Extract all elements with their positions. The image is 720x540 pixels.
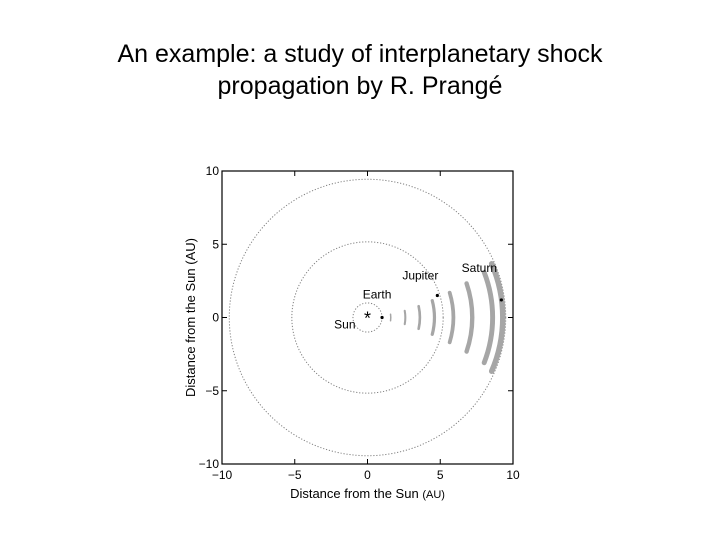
orbit-circle-2 xyxy=(291,241,444,394)
jupiter-label: Jupiter xyxy=(402,269,438,283)
slide-title-line-2: propagation by R. Prangé xyxy=(217,72,503,100)
y-axis-label: Distance from the Sun (AU) xyxy=(183,238,198,397)
y-tick-label: 0 xyxy=(212,311,219,325)
shock-front-5 xyxy=(447,290,456,345)
bodies-layer: * Sun Earth Jupiter Saturn xyxy=(334,261,503,332)
x-tick-label: 0 xyxy=(364,468,371,482)
slide-title-line-1: An example: a study of interplanetary sh… xyxy=(117,40,603,68)
earth-marker xyxy=(380,315,384,320)
y-tick-label: 10 xyxy=(206,164,220,178)
shock-front-6 xyxy=(464,281,475,354)
x-axis-unit: (AU) xyxy=(422,489,445,501)
sun-star-icon: * xyxy=(364,309,371,329)
shock-front-8 xyxy=(488,261,506,374)
shock-front-4 xyxy=(430,299,437,336)
x-tick-label: −10 xyxy=(212,468,233,482)
slide-title: An example: a study of interplanetary sh… xyxy=(40,38,680,102)
axis-ticks-layer: −10−10 −5 −5 0 0 5 5 10 10 xyxy=(199,164,520,482)
x-axis-label: Distance from the Sun (AU) xyxy=(290,486,445,501)
shock-fronts-layer xyxy=(389,261,506,374)
y-tick-label: 5 xyxy=(212,237,219,251)
x-tick-label: 5 xyxy=(437,468,444,482)
shock-front-2 xyxy=(403,309,407,326)
orbit-circle-3 xyxy=(228,178,507,457)
saturn-marker xyxy=(499,298,503,302)
x-tick-label: −5 xyxy=(288,468,302,482)
y-tick-label: −10 xyxy=(199,457,220,471)
shock-front-7 xyxy=(481,269,496,366)
y-tick-label: −5 xyxy=(205,384,219,398)
earth-label: Earth xyxy=(363,288,392,302)
saturn-label: Saturn xyxy=(462,261,497,275)
jupiter-marker xyxy=(435,293,439,298)
x-tick-label: 10 xyxy=(506,468,520,482)
shock-front-3 xyxy=(417,304,422,331)
sun-label: Sun xyxy=(334,318,355,332)
